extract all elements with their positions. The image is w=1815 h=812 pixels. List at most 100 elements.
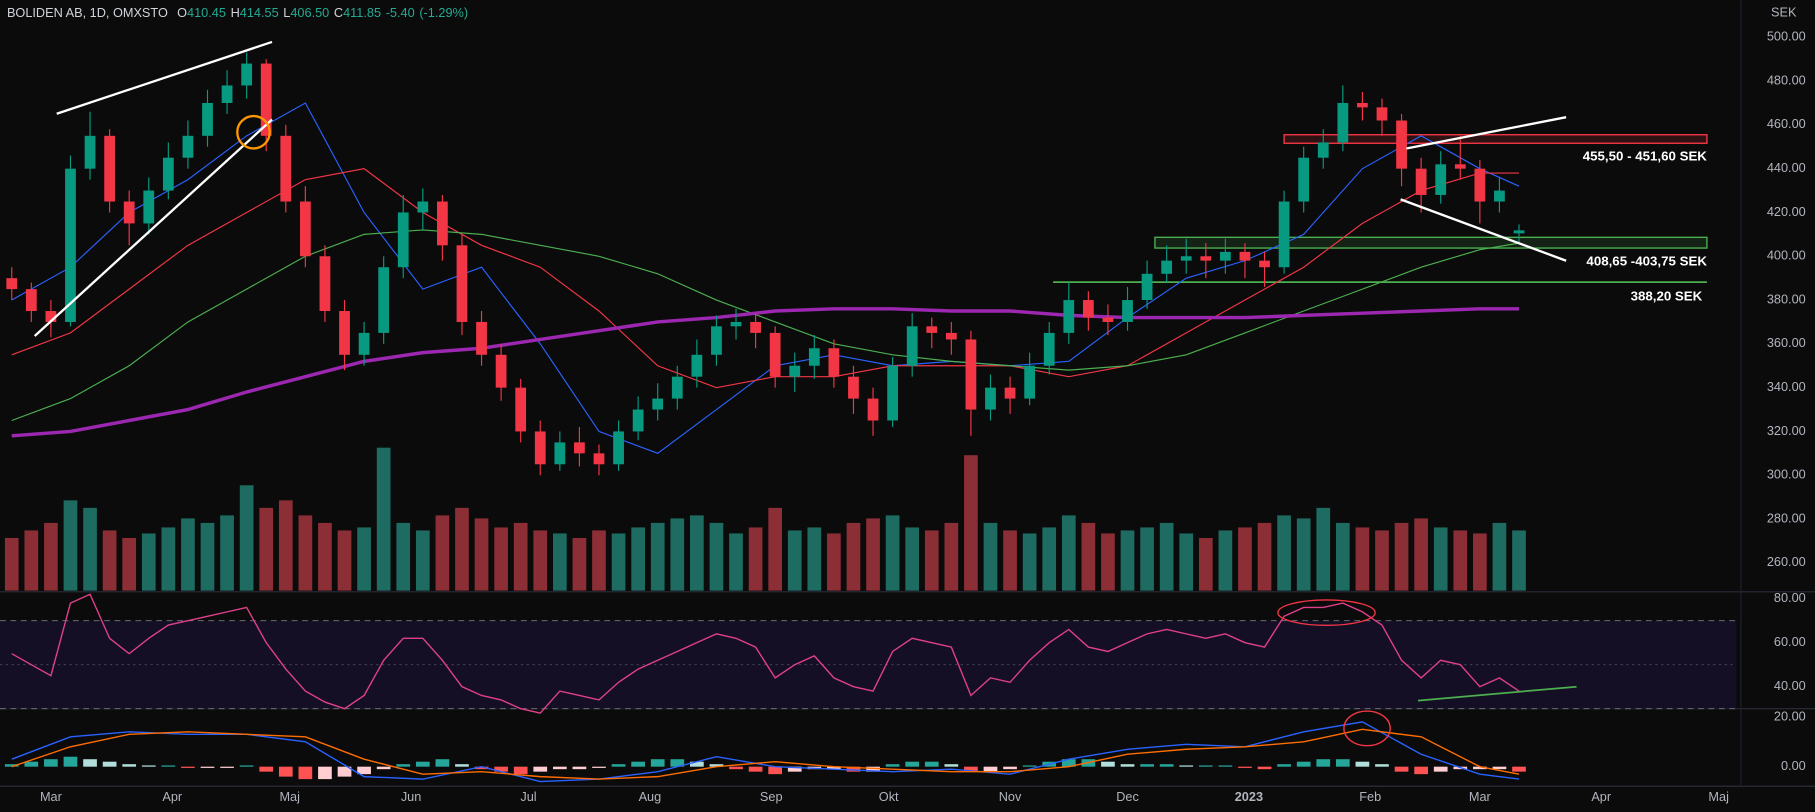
macd-histogram-bar bbox=[768, 766, 783, 775]
volume-bar bbox=[318, 522, 332, 591]
candle-body bbox=[671, 376, 683, 399]
candle-body bbox=[104, 135, 116, 202]
macd-histogram-bar bbox=[1355, 761, 1370, 767]
candle-body bbox=[6, 278, 18, 290]
volume-bar bbox=[1394, 522, 1409, 591]
y-tick-label: 480.00 bbox=[1767, 72, 1806, 87]
moving-average bbox=[11, 307, 1520, 438]
volume-bar bbox=[552, 533, 567, 591]
ohlc-name: O bbox=[177, 6, 187, 21]
candle-body bbox=[691, 354, 703, 377]
level-label: 388,20 SEK bbox=[1631, 289, 1703, 304]
macd-histogram-bar bbox=[513, 766, 528, 775]
volume-bar bbox=[396, 522, 411, 591]
volume-bar bbox=[4, 537, 19, 591]
macd-histogram-bar bbox=[1277, 764, 1291, 767]
macd-histogram-bar bbox=[924, 761, 939, 767]
price-zone bbox=[1283, 134, 1708, 144]
candle-body bbox=[808, 348, 820, 366]
volume-bar bbox=[924, 530, 939, 591]
ohlc-value: 411.85 bbox=[343, 6, 381, 21]
candle-body bbox=[123, 201, 135, 224]
macd-histogram-bar bbox=[787, 766, 802, 772]
volume-bar bbox=[200, 522, 215, 591]
candle-body bbox=[495, 354, 507, 388]
candle-body bbox=[750, 321, 761, 333]
macd-histogram-bar bbox=[337, 766, 352, 777]
macd-histogram-bar bbox=[670, 759, 685, 767]
macd-histogram-bar bbox=[4, 764, 19, 767]
volume-bar bbox=[944, 522, 959, 591]
volume-bar bbox=[1003, 530, 1017, 591]
macd-histogram-bar bbox=[122, 764, 137, 767]
highlight-ellipse bbox=[1277, 599, 1376, 627]
ohlc-value: 414.55 bbox=[240, 6, 279, 21]
candle-body bbox=[613, 431, 624, 465]
macd-histogram-bar bbox=[1179, 765, 1194, 767]
macd-histogram-bar bbox=[885, 764, 900, 767]
y-tick-label: 420.00 bbox=[1767, 204, 1806, 219]
macd-histogram-bar bbox=[102, 761, 117, 767]
volume-bar bbox=[1159, 522, 1174, 591]
candle-body bbox=[730, 321, 742, 327]
signal-line bbox=[11, 728, 1520, 780]
y-tick-label: 360.00 bbox=[1767, 335, 1806, 350]
volume-bar bbox=[1355, 527, 1370, 591]
macd-histogram-bar bbox=[690, 761, 704, 767]
candle-body bbox=[1494, 190, 1505, 202]
volume-bar bbox=[827, 533, 841, 591]
y-tick-label: 460.00 bbox=[1767, 116, 1806, 131]
candle-body bbox=[162, 157, 174, 191]
macd-histogram-bar bbox=[396, 764, 411, 767]
candle-body bbox=[456, 245, 468, 322]
y-tick-label: 400.00 bbox=[1767, 248, 1806, 263]
macd-histogram-bar bbox=[827, 766, 841, 770]
candle-body bbox=[906, 326, 918, 366]
volume-bar bbox=[63, 500, 78, 591]
macd-histogram-bar bbox=[259, 766, 274, 772]
macd-histogram-bar bbox=[455, 764, 469, 767]
y-tick-label: 340.00 bbox=[1767, 379, 1806, 394]
volume-bar bbox=[1218, 530, 1233, 591]
volume-bar bbox=[885, 515, 900, 591]
ohlc-name: H bbox=[231, 6, 240, 21]
y-tick-label: 380.00 bbox=[1767, 291, 1806, 306]
volume-bar bbox=[768, 507, 783, 591]
candle-body bbox=[867, 398, 879, 421]
header-title: BOLIDEN AB, 1D, OMXSTO bbox=[7, 6, 168, 21]
volume-bar bbox=[357, 527, 371, 591]
candle-body bbox=[1337, 102, 1349, 143]
candle-body bbox=[515, 387, 527, 432]
volume-bar bbox=[846, 522, 861, 591]
volume-bar bbox=[1179, 533, 1194, 591]
x-tick-label: Mar bbox=[40, 789, 63, 804]
candle-body bbox=[45, 311, 57, 322]
price-zone bbox=[1154, 236, 1708, 249]
x-tick-label: Apr bbox=[1591, 789, 1612, 804]
macd-histogram-bar bbox=[533, 766, 548, 772]
candle-body bbox=[65, 168, 76, 322]
candle-body bbox=[221, 85, 233, 103]
change: -5.40 bbox=[386, 6, 415, 21]
candle-body bbox=[260, 63, 272, 136]
candle-body bbox=[84, 135, 96, 169]
macd-histogram-bar bbox=[846, 766, 861, 772]
trendline bbox=[33, 118, 273, 337]
candle-body bbox=[339, 311, 350, 355]
volume-bar bbox=[1081, 522, 1096, 591]
candle-body bbox=[1317, 142, 1329, 158]
candle-body bbox=[25, 289, 37, 312]
volume-bar bbox=[729, 533, 743, 591]
volume-bar bbox=[298, 515, 313, 591]
macd-histogram-bar bbox=[63, 756, 78, 767]
macd-histogram-bar bbox=[1473, 766, 1487, 770]
candle-body bbox=[1063, 300, 1075, 333]
x-tick-label: Jun bbox=[401, 789, 422, 804]
macd-histogram-bar bbox=[220, 766, 234, 768]
x-tick-label: Mar bbox=[1469, 789, 1492, 804]
macd-histogram-bar bbox=[1316, 759, 1331, 767]
candle-body bbox=[437, 201, 448, 246]
trendline bbox=[1400, 198, 1567, 262]
volume-bar bbox=[474, 518, 489, 591]
